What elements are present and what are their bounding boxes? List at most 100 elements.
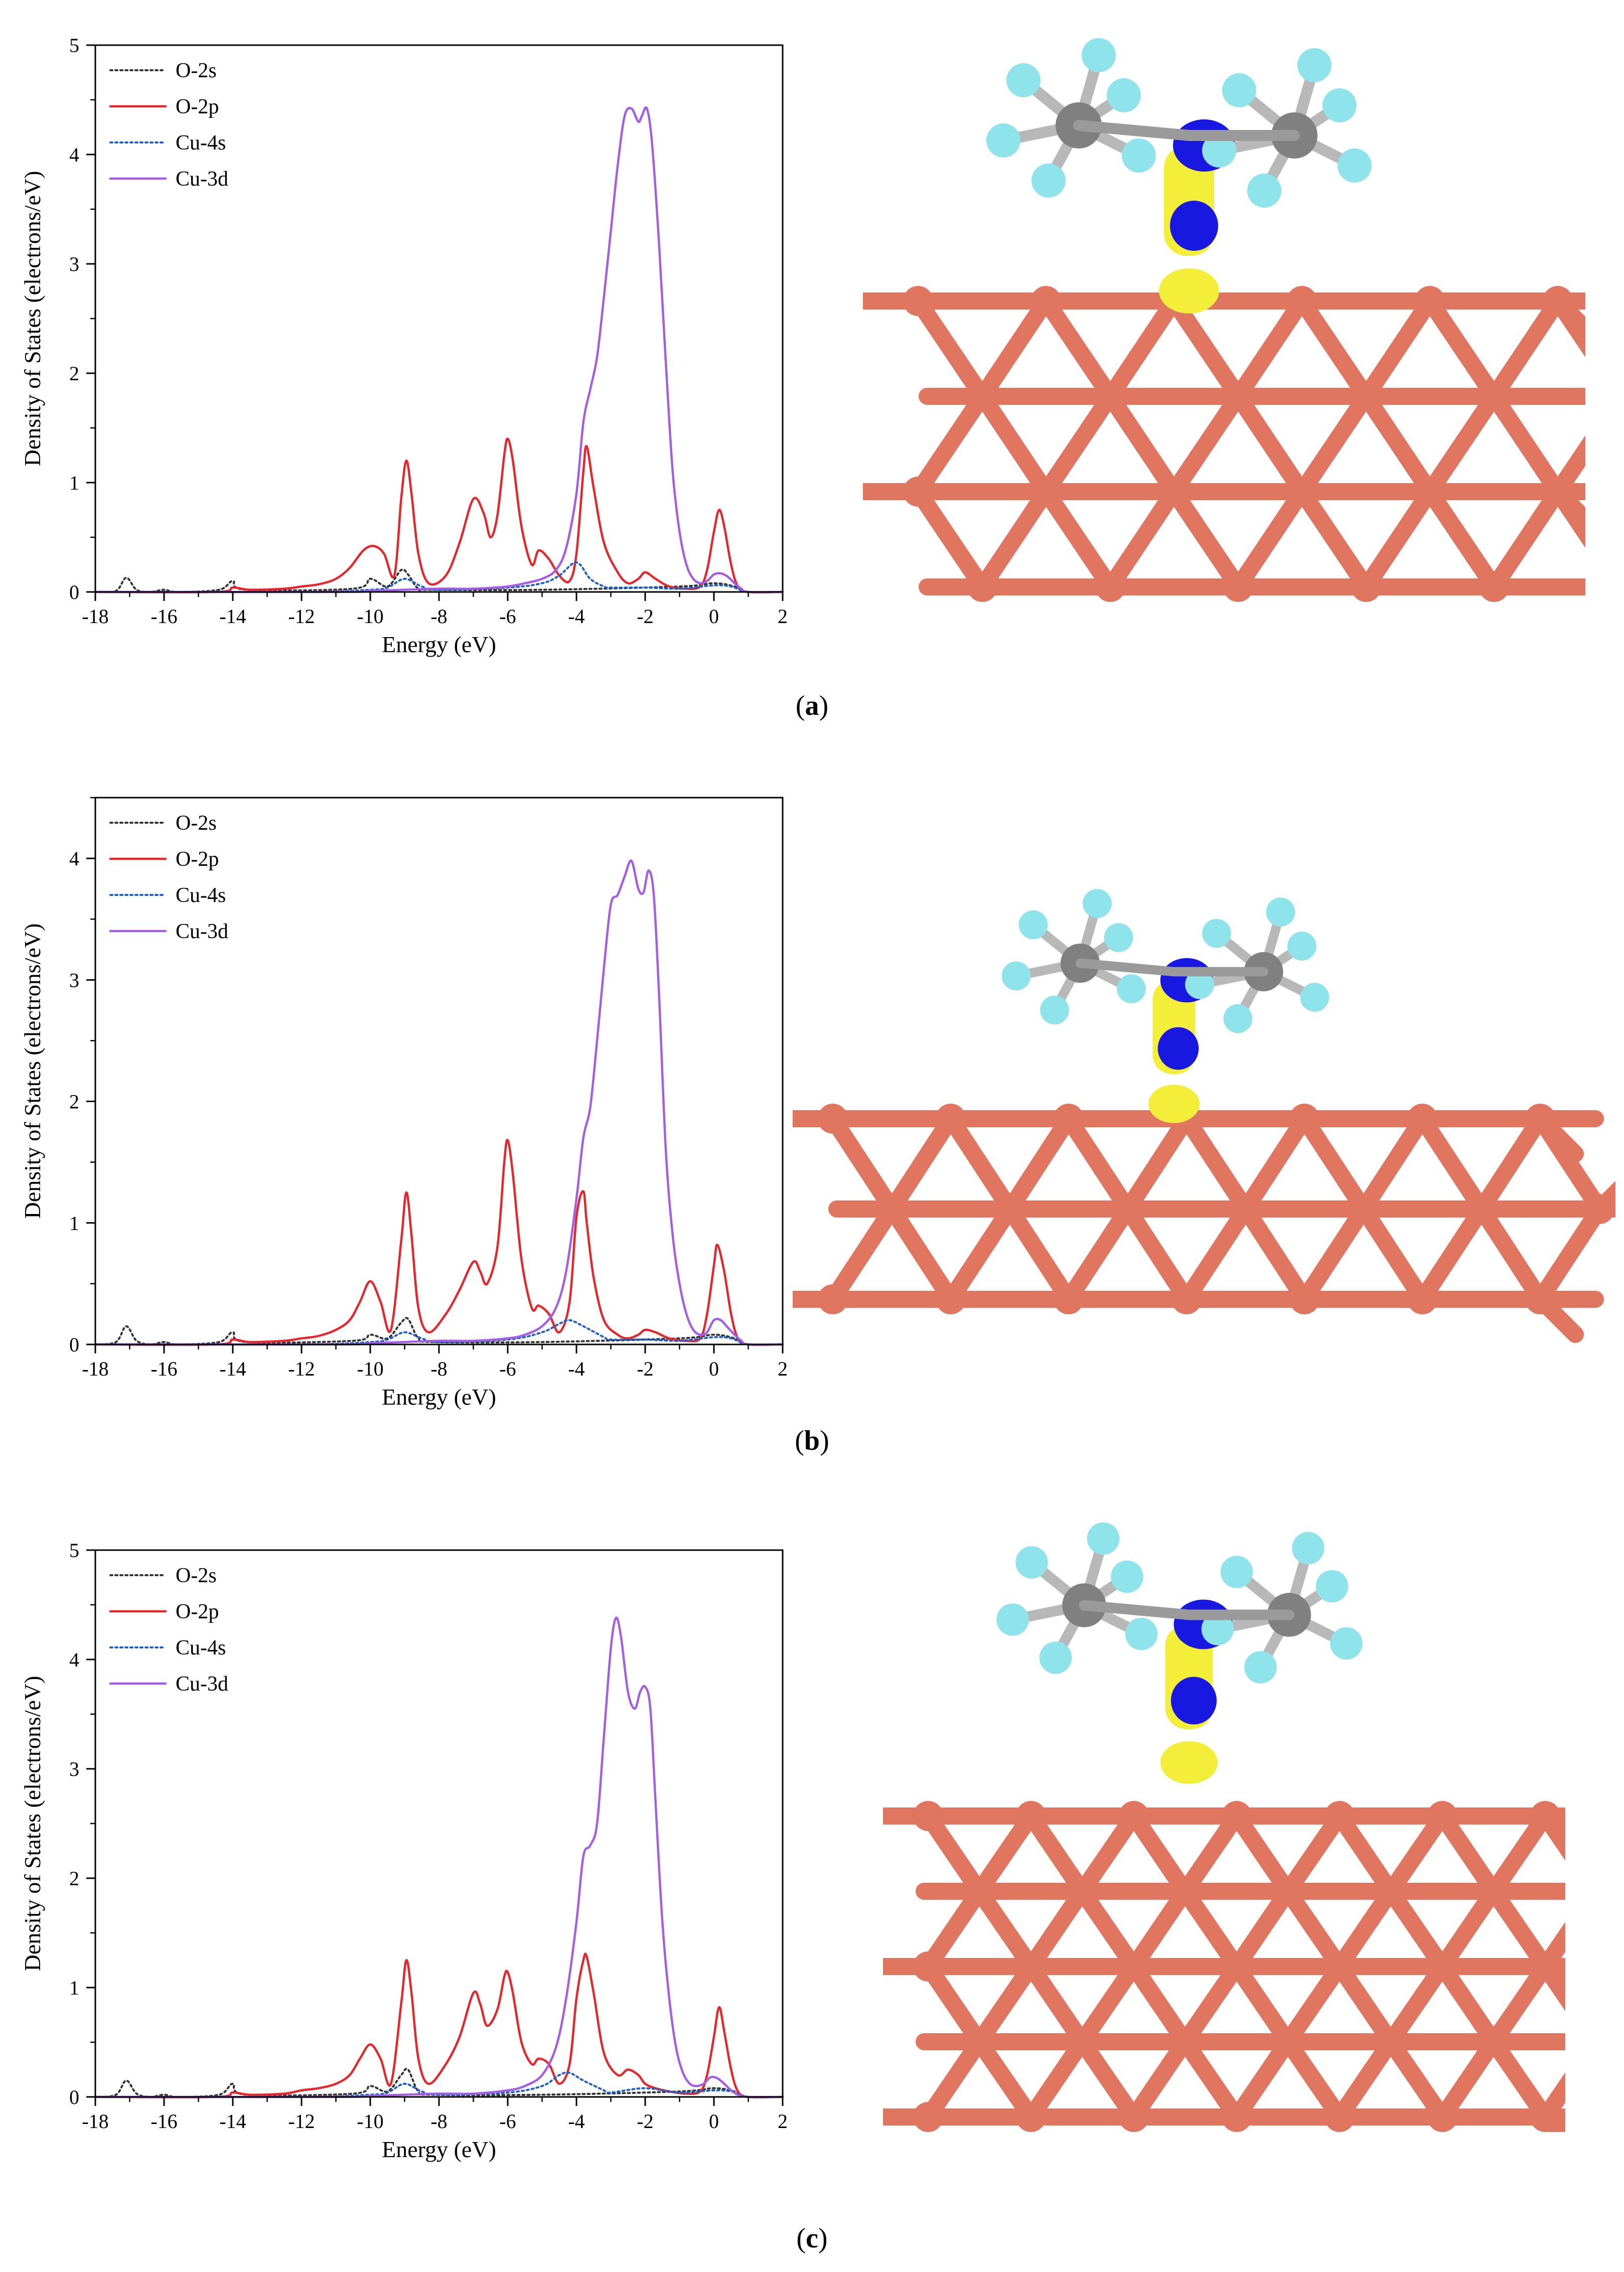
y-tick-label: 5 [69,1539,79,1562]
x-tick-label: -4 [568,605,584,628]
atom [1159,477,1189,507]
atom [1107,78,1141,112]
y-tick-label: 0 [69,1333,79,1356]
atom [903,477,933,507]
bond [1038,388,1119,500]
atom [1273,1876,1303,1906]
atom [1247,174,1281,208]
atom [1427,1801,1457,1831]
atom [1266,897,1295,927]
atom [1300,983,1330,1012]
atom [1349,1194,1379,1224]
atom [1095,381,1125,411]
y-tick-label: 1 [69,1212,79,1235]
x-tick-label: -2 [637,2110,653,2133]
bond [1165,483,1247,595]
x-tick-label: -10 [357,605,383,628]
bond [1001,1200,1077,1308]
bond [1421,292,1503,405]
legend-label: Cu-3d [176,920,228,943]
atom [1287,286,1317,316]
bond [1382,1958,1451,2050]
x-tick-label: -2 [637,605,653,628]
legend: O-2s O-2p Cu-4s Cu-3d [109,812,228,943]
atom [1006,63,1041,97]
legend-label: Cu-3d [176,168,228,191]
atom [1222,1951,1252,1982]
bond [1279,1807,1348,1900]
bond [920,1883,988,1975]
x-tick-label: -18 [82,2110,108,2133]
legend-label: O-2s [176,812,217,835]
bond [1358,388,1438,500]
y-tick-label: 4 [69,143,79,166]
series-line-cu-3d [94,106,784,593]
x-tick-label: -8 [430,605,447,628]
atom [1016,1951,1046,1982]
bond [920,1807,988,1900]
structure-image-a [863,38,1585,602]
bond [1296,1110,1372,1218]
bond [942,1110,1018,1218]
bond [1382,2033,1451,2126]
bond [1358,483,1438,595]
bond [1421,483,1503,595]
legend-label: Cu-4s [176,131,226,155]
bond [1074,1958,1142,2050]
bond [1331,1883,1399,1975]
bond [1434,1807,1502,1900]
atom [1351,572,1381,602]
y-axis-label: Density of States (electrons/eV) [20,171,45,467]
atom [936,1104,966,1134]
dos-chart-a: -18 -16 -14 -12 -10 -8 -6 -4 -2 0 2 0 1 2 3 4 5 Energy (e… [20,34,788,657]
isosurface-lobe [1148,1085,1200,1123]
bond [1176,1958,1245,2050]
bond [1165,388,1247,500]
x-axis-label: Energy (eV) [382,632,496,657]
isosurface-lobe [1160,1741,1218,1784]
atom [877,1194,907,1224]
atom [1031,477,1061,507]
bond [1022,1807,1091,1900]
x-tick-label: -16 [151,2110,177,2133]
bond [1230,483,1310,595]
dos-chart-c: -18 -16 -14 -12 -10 -8 -6 -4 -2 0 2 0 1 2 3 4 5 Energy (e… [20,1539,788,2162]
atom [995,1194,1025,1224]
bond [1279,1883,1348,1975]
bond [1038,292,1119,405]
atom [1067,1876,1097,1906]
atom [1016,2102,1046,2132]
legend-label: O-2p [176,848,219,871]
bond [1382,1883,1451,1975]
x-tick-label: -4 [568,2110,584,2133]
bond [1486,292,1566,405]
atom [1289,1284,1319,1314]
bond [910,388,991,500]
bond [1230,292,1310,405]
isosurface-lobe [1170,201,1218,251]
atom [1202,133,1236,168]
caption-b: (b) [795,1425,829,1456]
atom [1170,2027,1200,2057]
bond [971,1807,1040,1900]
atom [1324,1951,1355,1982]
bond [1119,1200,1195,1308]
atom [1095,572,1125,602]
atom [1054,1104,1084,1134]
atom [996,1603,1029,1636]
atom [1584,1194,1614,1224]
y-tick-label: 4 [69,1648,79,1671]
atom [1324,2102,1355,2132]
y-axis-label: Density of States (electrons/eV) [20,924,45,1219]
bond [1178,1110,1254,1218]
bond [1473,1200,1549,1308]
atom [1016,1801,1046,1831]
atom [1170,1876,1200,1906]
legend-label: Cu-4s [176,1636,226,1659]
atom [913,1801,943,1831]
bond [1022,2033,1091,2126]
atom [1543,477,1573,507]
bond [1237,1200,1313,1308]
x-tick-label: -18 [82,605,108,628]
series-line-cu-4s [94,561,784,593]
